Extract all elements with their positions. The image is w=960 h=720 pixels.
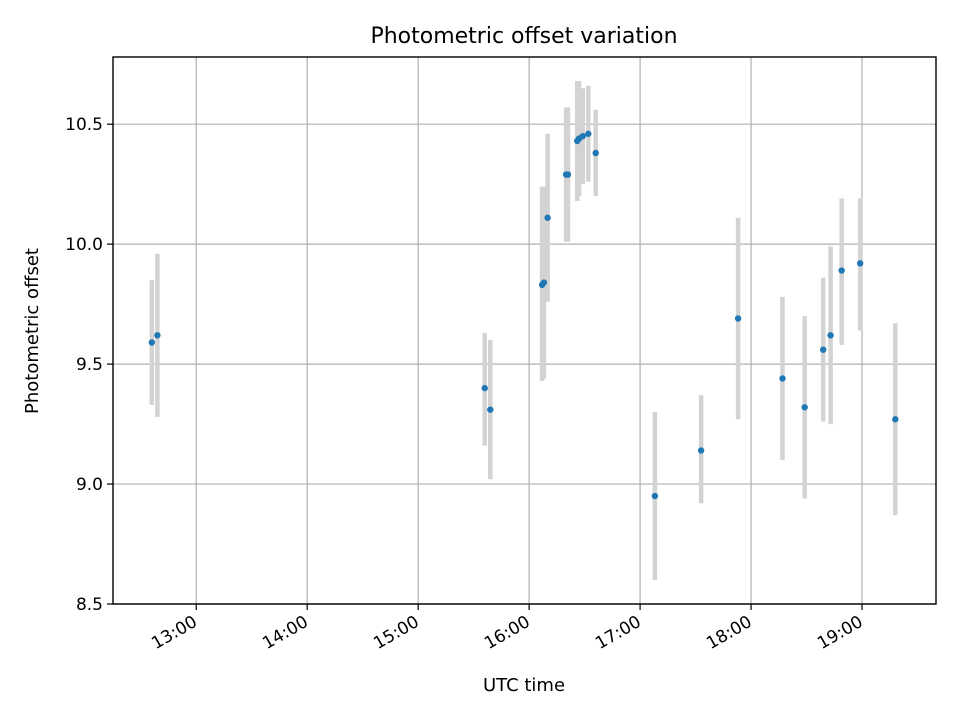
data-point bbox=[697, 447, 705, 454]
data-point bbox=[579, 132, 586, 140]
data-point bbox=[592, 149, 599, 157]
data-point bbox=[734, 315, 742, 322]
data-point bbox=[801, 404, 808, 411]
data-point bbox=[487, 406, 494, 413]
chart-title: Photometric offset variation bbox=[370, 24, 677, 49]
data-point bbox=[544, 214, 551, 221]
x-tick-label: 13:00 bbox=[148, 612, 200, 654]
data-point bbox=[148, 339, 156, 346]
y-tick-label: 8.5 bbox=[76, 595, 103, 615]
data-point bbox=[819, 346, 827, 353]
plot-frame bbox=[112, 56, 937, 605]
errorbar-layer bbox=[149, 80, 898, 581]
data-point bbox=[540, 279, 548, 286]
data-point bbox=[481, 384, 488, 392]
y-tick-label: 9.0 bbox=[76, 475, 103, 495]
data-point bbox=[154, 332, 161, 339]
x-tick-label: 19:00 bbox=[814, 612, 866, 654]
x-tick-label: 18:00 bbox=[703, 612, 755, 654]
data-point bbox=[838, 267, 845, 274]
data-point bbox=[564, 171, 572, 178]
tick-layer: 13:00 14:00 15:00 16:00 17:00 18:00 19:00 8.5 9.… bbox=[65, 115, 866, 654]
y-axis-label: Photometric offset bbox=[22, 248, 43, 414]
x-tick-label: 16:00 bbox=[481, 612, 533, 654]
data-point bbox=[856, 260, 864, 267]
data-point bbox=[651, 492, 659, 500]
data-point bbox=[892, 416, 899, 423]
data-point bbox=[585, 130, 592, 137]
point-layer bbox=[148, 130, 899, 500]
data-point bbox=[827, 332, 834, 339]
y-tick-label: 9.5 bbox=[76, 355, 103, 375]
x-axis-label: UTC time bbox=[483, 675, 565, 696]
y-tick-label: 10.5 bbox=[65, 115, 103, 135]
x-tick-label: 15:00 bbox=[370, 612, 422, 654]
x-tick-label: 14:00 bbox=[259, 612, 311, 654]
grid-layer bbox=[113, 57, 936, 605]
y-tick-label: 10.0 bbox=[65, 235, 103, 255]
data-point bbox=[779, 375, 786, 382]
x-tick-label: 17:00 bbox=[592, 612, 644, 654]
